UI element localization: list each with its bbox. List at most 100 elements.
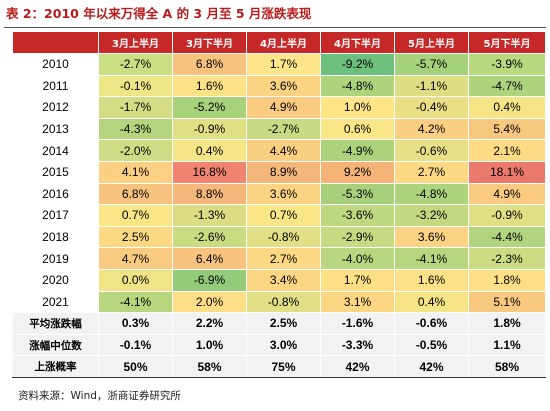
summary-cell: 1.0% <box>172 333 247 357</box>
return-cell: 8.8% <box>172 182 247 206</box>
return-cell: 4.4% <box>246 139 321 162</box>
summary-cell: 1.1% <box>468 333 546 357</box>
row-year: 2014 <box>12 139 99 162</box>
top-rule <box>4 27 546 28</box>
return-cell: 0.4% <box>468 96 546 119</box>
return-cell: 3.6% <box>246 74 321 98</box>
return-cell: 1.7% <box>320 268 395 292</box>
return-cell: -3.2% <box>394 204 469 227</box>
summary-cell: 2.5% <box>246 312 321 335</box>
return-cell: -2.9% <box>320 225 395 249</box>
header-row: 3月上半月 3月下半月 4月上半月 4月下半月 5月上半月 5月下半月 <box>12 31 546 54</box>
column-header: 3月下半月 <box>172 31 247 54</box>
return-cell: -4.9% <box>320 139 395 162</box>
return-cell: 6.4% <box>172 247 247 270</box>
return-cell: 4.9% <box>246 96 321 119</box>
return-cell: -4.0% <box>320 247 395 270</box>
table-row: 2017 0.7% -1.3% 0.7% -3.6% -3.2% -0.9% <box>12 204 546 227</box>
return-cell: 4.1% <box>98 160 173 184</box>
return-cell: 3.4% <box>246 268 321 292</box>
table-row: 2012 -1.7% -5.2% 4.9% 1.0% -0.4% 0.4% <box>12 96 546 119</box>
table-title: 表 2：2010 年以来万得全 A 的 3 月至 5 月涨跌表现 <box>6 6 312 21</box>
return-cell: 2.7% <box>394 160 469 184</box>
row-year: 2012 <box>12 96 99 119</box>
summary-cell: -0.1% <box>98 333 173 357</box>
table-row: 2014 -2.0% 0.4% 4.4% -4.9% -0.6% 2.1% <box>12 139 546 162</box>
return-cell: -0.8% <box>246 290 321 314</box>
return-cell: 1.7% <box>246 53 321 76</box>
return-cell: -2.6% <box>172 225 247 249</box>
table-row: 2011 -0.1% 1.6% 3.6% -4.8% -1.1% -4.7% <box>12 74 546 98</box>
table-row: 2018 2.5% -2.6% -0.8% -2.9% 3.6% -4.4% <box>12 225 546 249</box>
return-cell: -2.7% <box>246 117 321 141</box>
return-cell: -0.6% <box>394 139 469 162</box>
summary-cell: -3.3% <box>320 333 395 357</box>
return-cell: -1.7% <box>98 96 173 119</box>
summary-cell: 42% <box>394 355 469 378</box>
return-cell: -2.7% <box>98 53 173 76</box>
return-cell: 0.7% <box>98 204 173 227</box>
return-cell: 6.8% <box>172 53 247 76</box>
row-year: 2020 <box>12 268 99 292</box>
return-cell: -1.1% <box>394 74 469 98</box>
row-year: 2018 <box>12 225 99 249</box>
return-cell: -4.8% <box>394 182 469 206</box>
row-year: 2016 <box>12 182 99 206</box>
table-row: 2016 6.8% 8.8% 3.6% -5.3% -4.8% 4.9% <box>12 182 546 206</box>
summary-cell: 75% <box>246 355 321 378</box>
return-cell: 3.6% <box>394 225 469 249</box>
summary-row: 涨幅中位数 -0.1% 1.0% 3.0% -3.3% -0.5% 1.1% <box>12 333 546 357</box>
column-header: 4月上半月 <box>246 31 321 54</box>
return-cell: 0.4% <box>172 139 247 162</box>
return-cell: -3.6% <box>320 204 395 227</box>
column-header: 5月下半月 <box>468 31 546 54</box>
return-cell: -4.8% <box>320 74 395 98</box>
returns-table: 3月上半月 3月下半月 4月上半月 4月下半月 5月上半月 5月下半月 2010 -2.7%… <box>12 31 546 378</box>
summary-cell: 58% <box>468 355 546 378</box>
summary-cell: 50% <box>98 355 173 378</box>
return-cell: 2.0% <box>172 290 247 314</box>
return-cell: 16.8% <box>172 160 247 184</box>
return-cell: -5.2% <box>172 96 247 119</box>
return-cell: -5.3% <box>320 182 395 206</box>
row-year: 2010 <box>12 53 99 76</box>
row-year: 2015 <box>12 160 99 184</box>
return-cell: 18.1% <box>468 160 546 184</box>
return-cell: 2.7% <box>246 247 321 270</box>
return-cell: 2.1% <box>468 139 546 162</box>
summary-cell: 3.0% <box>246 333 321 357</box>
return-cell: -5.7% <box>394 53 469 76</box>
table-row: 2021 -4.1% 2.0% -0.8% 3.1% 0.4% 5.1% <box>12 290 546 314</box>
return-cell: 4.2% <box>394 117 469 141</box>
return-cell: 3.6% <box>246 182 321 206</box>
return-cell: 0.0% <box>98 268 173 292</box>
header-corner <box>12 31 99 54</box>
return-cell: 4.9% <box>468 182 546 206</box>
return-cell: 9.2% <box>320 160 395 184</box>
return-cell: -2.0% <box>98 139 173 162</box>
return-cell: -2.3% <box>468 247 546 270</box>
table-row: 2019 4.7% 6.4% 2.7% -4.0% -4.1% -2.3% <box>12 247 546 270</box>
return-cell: -0.9% <box>468 204 546 227</box>
row-year: 2011 <box>12 74 99 98</box>
row-year: 2021 <box>12 290 99 314</box>
summary-label: 上涨概率 <box>12 355 99 378</box>
return-cell: -4.7% <box>468 74 546 98</box>
summary-cell: -0.6% <box>394 312 469 335</box>
row-year: 2013 <box>12 117 99 141</box>
return-cell: 3.1% <box>320 290 395 314</box>
row-year: 2019 <box>12 247 99 270</box>
return-cell: -4.4% <box>468 225 546 249</box>
return-cell: 1.0% <box>320 96 395 119</box>
summary-cell: 42% <box>320 355 395 378</box>
return-cell: -3.9% <box>468 53 546 76</box>
return-cell: 2.5% <box>98 225 173 249</box>
return-cell: 0.7% <box>246 204 321 227</box>
return-cell: 0.6% <box>320 117 395 141</box>
return-cell: 0.4% <box>394 290 469 314</box>
table-row: 2015 4.1% 16.8% 8.9% 9.2% 2.7% 18.1% <box>12 160 546 184</box>
return-cell: -0.8% <box>246 225 321 249</box>
return-cell: -4.1% <box>394 247 469 270</box>
summary-cell: 0.3% <box>98 312 173 335</box>
return-cell: 5.1% <box>468 290 546 314</box>
